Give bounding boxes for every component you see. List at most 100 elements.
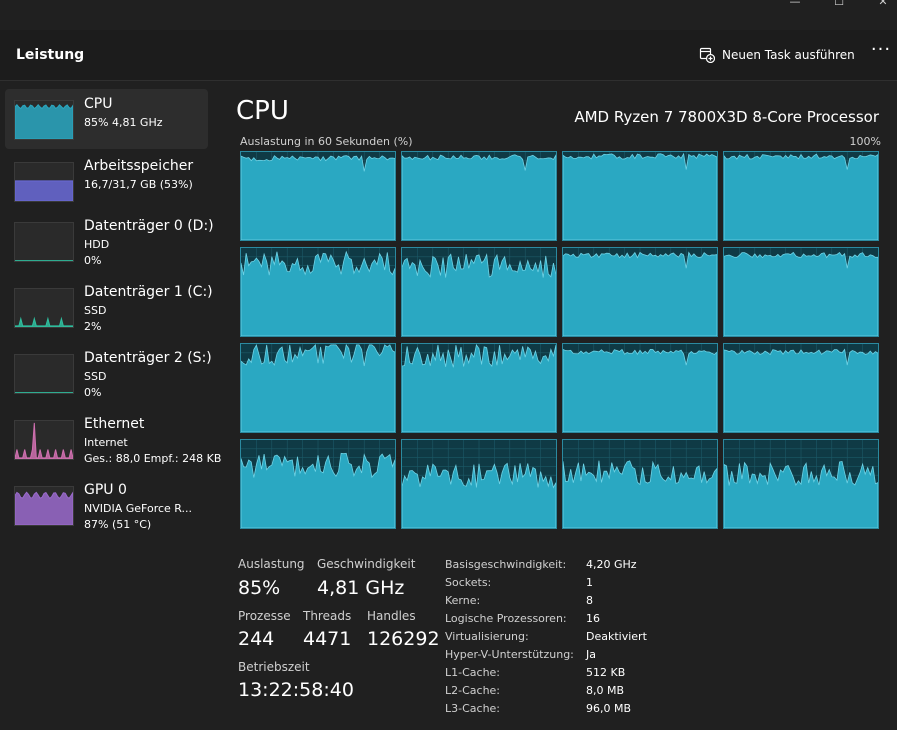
core-graph-8	[240, 343, 396, 433]
info-key: Virtualisierung:	[445, 630, 529, 643]
sidebar-item-title: CPU	[84, 96, 113, 112]
sidebar-thumbnail-area	[15, 316, 73, 327]
core-utilization-area	[241, 344, 395, 432]
core-graph-grid	[240, 151, 881, 531]
sidebar-item-detail: Ges.: 88,0 Empf.: 248 KB	[84, 452, 222, 465]
sidebar-item-title: GPU 0	[84, 482, 127, 498]
processes-label: Prozesse	[238, 609, 291, 623]
title-bar: — ☐ ✕	[0, 0, 897, 30]
sidebar-item-title: Datenträger 0 (D:)	[84, 218, 214, 234]
cpu-heading: CPU	[236, 96, 289, 126]
close-button[interactable]: ✕	[878, 0, 888, 8]
sidebar-item-gpu[interactable]: GPU 0 NVIDIA GeForce R... 87% (51 °C)	[5, 475, 208, 541]
sidebar-item-ethernet[interactable]: Ethernet Internet Ges.: 88,0 Empf.: 248 KB	[5, 409, 221, 475]
sidebar-item-title: Datenträger 2 (S:)	[84, 350, 212, 366]
core-utilization-area	[724, 348, 878, 432]
utilization-label: Auslastung	[238, 557, 305, 571]
info-key: Basisgeschwindigkeit:	[445, 558, 567, 571]
sidebar-thumbnail-graph	[14, 486, 74, 526]
sidebar-item-detail: HDD	[84, 238, 110, 251]
core-graph-4	[240, 247, 396, 337]
sidebar-item-detail: 16,7/31,7 GB (53%)	[84, 178, 193, 191]
uptime-label: Betriebszeit	[238, 660, 310, 674]
info-value: 16	[586, 612, 600, 625]
core-utilization-area	[241, 452, 395, 528]
sidebar-item-detail: 87% (51 °C)	[84, 518, 152, 531]
sidebar-item-detail: 85% 4,81 GHz	[84, 116, 163, 129]
run-new-task-button[interactable]: Neuen Task ausführen	[699, 44, 855, 66]
core-utilization-area	[563, 348, 717, 432]
cpu-model-name: AMD Ryzen 7 7800X3D 8-Core Processor	[574, 108, 879, 126]
sidebar-thumbnail-graph	[14, 288, 74, 328]
sidebar-item-detail: Internet	[84, 436, 128, 449]
processes-value: 244	[238, 628, 275, 650]
sidebar-item-title: Ethernet	[84, 416, 145, 432]
info-value: Deaktiviert	[586, 630, 647, 643]
core-utilization-area	[241, 155, 395, 240]
core-utilization-area	[402, 154, 556, 240]
sidebar: CPU 85% 4,81 GHz Arbeitsspeicher 16,7/31,7 …	[0, 81, 221, 730]
page-header: Leistung Neuen Task ausführen ···	[0, 30, 897, 81]
core-graph-6	[562, 247, 718, 337]
info-key: L3-Cache:	[445, 702, 501, 715]
core-utilization-area	[563, 251, 717, 336]
utilization-value: 85%	[238, 577, 281, 599]
minimize-button[interactable]: —	[789, 0, 801, 8]
sidebar-thumbnail-graph	[14, 100, 74, 140]
core-utilization-area	[724, 251, 878, 336]
core-graph-7	[723, 247, 879, 337]
info-key: Sockets:	[445, 576, 492, 589]
core-graph-15	[723, 439, 879, 529]
sidebar-item-cpu[interactable]: CPU 85% 4,81 GHz	[5, 89, 208, 149]
sidebar-thumbnail-area	[15, 180, 73, 201]
main-panel: CPU AMD Ryzen 7 7800X3D 8-Core Processor…	[218, 81, 897, 730]
sidebar-item-disk-0[interactable]: Datenträger 0 (D:) HDD 0%	[5, 211, 214, 277]
info-key: Hyper-V-Unterstützung:	[445, 648, 574, 661]
core-graph-9	[401, 343, 557, 433]
page-title: Leistung	[16, 47, 85, 63]
core-utilization-area	[402, 344, 556, 432]
sidebar-item-title: Arbeitsspeicher	[84, 158, 194, 174]
graph-caption: Auslastung in 60 Sekunden (%)	[240, 135, 413, 148]
info-value: Ja	[586, 648, 596, 661]
sidebar-item-detail: SSD	[84, 370, 107, 383]
core-graph-14	[562, 439, 718, 529]
sidebar-item-detail: 0%	[84, 254, 102, 267]
run-new-task-label: Neuen Task ausführen	[722, 48, 855, 62]
info-value: 4,20 GHz	[586, 558, 637, 571]
threads-value: 4471	[303, 628, 352, 650]
sidebar-item-memory[interactable]: Arbeitsspeicher 16,7/31,7 GB (53%)	[5, 151, 208, 211]
sidebar-item-title: Datenträger 1 (C:)	[84, 284, 213, 300]
sidebar-item-disk-1[interactable]: Datenträger 1 (C:) SSD 2%	[5, 277, 213, 343]
speed-label: Geschwindigkeit	[317, 557, 416, 571]
info-key: L1-Cache:	[445, 666, 501, 679]
info-value: 512 KB	[586, 666, 626, 679]
core-graph-12	[240, 439, 396, 529]
new-task-icon	[699, 47, 715, 63]
info-value: 8,0 MB	[586, 684, 625, 697]
handles-label: Handles	[367, 609, 416, 623]
sidebar-item-detail: SSD	[84, 304, 107, 317]
info-key: Kerne:	[445, 594, 481, 607]
speed-value: 4,81 GHz	[317, 577, 405, 599]
info-value: 1	[586, 576, 593, 589]
sidebar-thumbnail-area	[15, 422, 73, 459]
sidebar-thumbnail-graph	[14, 222, 74, 262]
threads-label: Threads	[303, 609, 352, 623]
more-options-button[interactable]: ···	[870, 39, 892, 60]
info-value: 96,0 MB	[586, 702, 632, 715]
core-utilization-area	[724, 460, 878, 528]
sidebar-item-disk-2[interactable]: Datenträger 2 (S:) SSD 0%	[5, 343, 212, 409]
handles-value: 126292	[367, 628, 440, 650]
maximize-button[interactable]: ☐	[834, 0, 844, 8]
core-graph-10	[562, 343, 718, 433]
graph-max-label: 100%	[849, 135, 881, 148]
core-utilization-area	[402, 462, 556, 528]
core-utilization-area	[563, 460, 717, 528]
core-graph-11	[723, 343, 879, 433]
sidebar-thumbnail-area	[15, 491, 73, 525]
core-graph-13	[401, 439, 557, 529]
sidebar-item-detail: NVIDIA GeForce R...	[84, 502, 193, 515]
core-utilization-area	[563, 152, 717, 240]
core-graph-5	[401, 247, 557, 337]
